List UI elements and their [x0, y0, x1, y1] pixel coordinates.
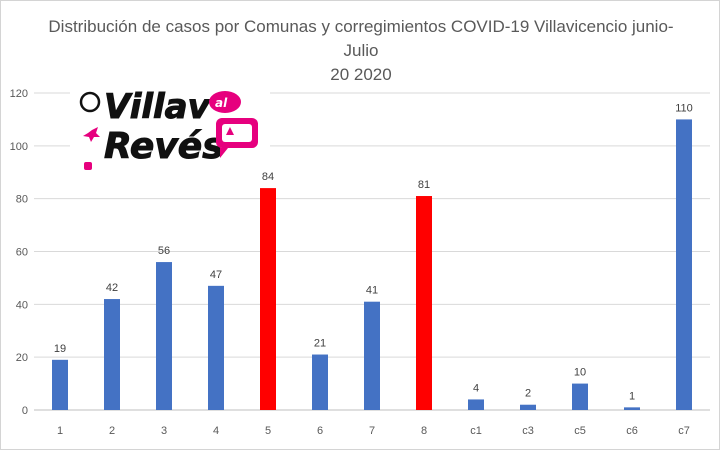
logo-text-bottom: Revés [104, 126, 224, 167]
x-tick-label-c5: c5 [574, 425, 586, 437]
chart-title-line2: 20 2020 [330, 65, 392, 84]
bar-c3 [520, 404, 536, 410]
x-tick-label-7: 7 [369, 425, 375, 437]
x-tick-label-c3: c3 [522, 425, 534, 437]
data-label-c1: 4 [473, 382, 479, 394]
x-tick-label-2: 2 [109, 425, 115, 437]
data-label-3: 56 [158, 245, 170, 257]
x-tick-label-3: 3 [161, 425, 167, 437]
bar-7 [364, 301, 380, 410]
x-tick-label-c1: c1 [470, 425, 482, 437]
data-label-7: 41 [366, 285, 378, 297]
bar-c1 [468, 399, 484, 410]
bar-3 [156, 262, 172, 410]
logo-twitter-icon [83, 127, 100, 142]
logo-text-top: Villav [104, 87, 212, 127]
data-label-4: 47 [210, 269, 222, 281]
logo-text-al: al [215, 96, 228, 110]
x-tick-label-8: 8 [421, 425, 427, 437]
y-tick-label: 40 [16, 299, 28, 311]
x-tick-label-c6: c6 [626, 425, 638, 437]
y-tick-label: 120 [10, 88, 28, 100]
data-label-5: 84 [262, 171, 274, 183]
bar-c7 [676, 119, 692, 411]
data-label-c6: 1 [629, 390, 635, 402]
x-tick-label-4: 4 [213, 425, 219, 437]
chart-title: Distribución de casos por Comunas y corr… [41, 15, 681, 87]
x-tick-label-c7: c7 [678, 425, 690, 437]
bar-2 [104, 299, 120, 410]
logo-tv-screen [222, 124, 252, 142]
bar-4 [208, 285, 224, 410]
bar-6 [312, 354, 328, 410]
bar-1 [52, 359, 68, 410]
villav-al-reves-logo: Villav al Revés [70, 80, 270, 172]
bars [52, 119, 692, 411]
data-label-c7: 110 [675, 102, 693, 114]
y-tick-label: 20 [16, 352, 28, 364]
logo-whatsapp-icon [79, 91, 101, 113]
data-label-c5: 10 [574, 367, 586, 379]
logo-al-bubble [209, 91, 241, 113]
y-tick-label: 100 [10, 141, 28, 153]
logo-tv-tail [220, 148, 228, 158]
y-tick-label: 80 [16, 194, 28, 206]
y-tick-label: 60 [16, 247, 28, 259]
logo-star-icon [226, 127, 234, 135]
chart-title-line1: Distribución de casos por Comunas y corr… [48, 17, 674, 60]
data-label-1: 19 [54, 343, 66, 355]
data-label-6: 21 [314, 338, 326, 350]
logo-instagram-icon [84, 162, 92, 170]
x-tick-label-6: 6 [317, 425, 323, 437]
bar-c6 [624, 407, 640, 410]
x-tick-label-1: 1 [57, 425, 63, 437]
data-label-c3: 2 [525, 388, 531, 400]
bar-c5 [572, 383, 588, 410]
y-tick-label: 0 [22, 405, 28, 417]
labels: 0204060801001201914225634748452164178184… [10, 88, 693, 437]
x-tick-label-5: 5 [265, 425, 271, 437]
bar-8 [416, 196, 432, 410]
data-label-8: 81 [418, 179, 430, 191]
bar-5 [260, 188, 276, 410]
data-label-2: 42 [106, 282, 118, 294]
